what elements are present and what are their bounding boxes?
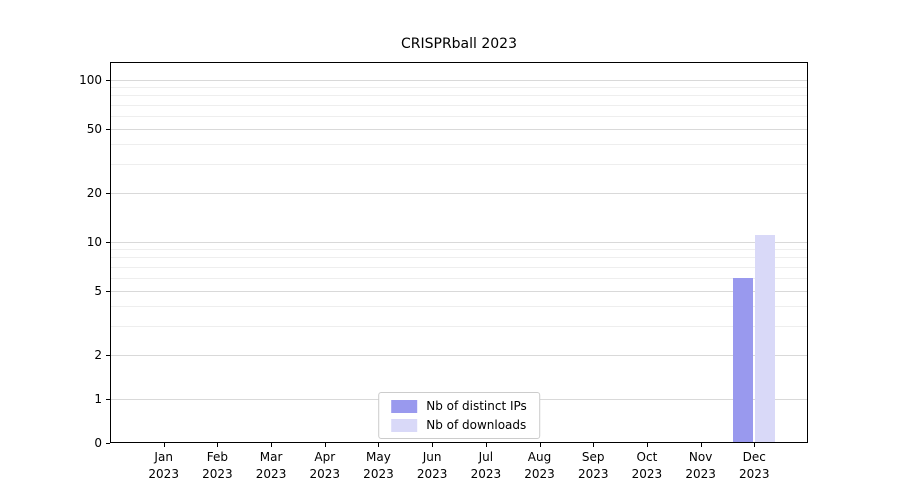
x-tick-month: Jul — [478, 450, 494, 464]
major-gridline — [111, 241, 807, 243]
bar-distinct-ips — [733, 277, 754, 443]
x-tick-month: Mar — [259, 450, 283, 464]
x-tick-mark — [646, 443, 648, 447]
x-tick-label: Nov 2023 — [685, 449, 716, 484]
x-tick-mark — [271, 443, 273, 447]
major-gridline — [111, 79, 807, 81]
major-gridline — [111, 193, 807, 194]
major-gridline — [111, 355, 807, 356]
minor-gridline — [111, 249, 807, 251]
y-tick-mark — [106, 79, 110, 81]
y-tick-label: 2 — [94, 348, 102, 362]
x-tick-month: Oct — [636, 450, 658, 464]
x-tick-label: Jan 2023 — [148, 449, 179, 484]
legend: Nb of distinct IPs Nb of downloads — [378, 392, 540, 439]
y-tick-label: 20 — [86, 186, 102, 200]
y-tick-mark — [106, 128, 110, 130]
x-tick-mark — [163, 443, 165, 447]
x-tick-year: 2023 — [255, 467, 287, 482]
y-tick-mark — [106, 443, 110, 444]
minor-gridline — [111, 266, 807, 268]
x-tick-label: Apr 2023 — [309, 449, 340, 484]
x-tick-month: Feb — [206, 450, 228, 464]
x-tick-year: 2023 — [309, 467, 341, 482]
x-tick-month: Sep — [581, 450, 605, 464]
x-tick-label: Jun 2023 — [417, 449, 448, 484]
minor-gridline — [111, 95, 807, 97]
bar-downloads — [755, 235, 776, 443]
minor-gridline — [111, 257, 807, 259]
x-tick-year: 2023 — [416, 467, 448, 482]
x-tick-year: 2023 — [202, 467, 233, 482]
legend-label: Nb of distinct IPs — [426, 399, 527, 413]
x-tick-mark — [754, 443, 756, 447]
x-tick-month: May — [366, 450, 391, 464]
minor-gridline — [111, 144, 807, 146]
x-tick-month: Dec — [742, 450, 766, 464]
minor-gridline — [111, 306, 807, 308]
x-tick-label: Dec 2023 — [739, 449, 770, 484]
x-tick-year: 2023 — [739, 467, 770, 482]
minor-gridline — [111, 164, 807, 166]
x-tick-mark — [217, 443, 219, 447]
x-tick-month: Jan — [154, 450, 173, 464]
x-tick-label: Oct 2023 — [632, 449, 663, 484]
legend-swatch — [391, 399, 418, 413]
x-tick-mark — [324, 443, 326, 447]
y-tick-label: 10 — [86, 234, 102, 249]
x-tick-label: Jul 2023 — [471, 449, 502, 484]
x-tick-year: 2023 — [470, 467, 502, 482]
y-tick-label: 100 — [79, 72, 102, 87]
y-tick-mark — [106, 193, 110, 194]
x-tick-year: 2023 — [685, 467, 716, 482]
x-tick-year: 2023 — [148, 467, 179, 482]
y-tick-mark — [106, 241, 110, 243]
x-tick-month: Apr — [314, 450, 336, 464]
minor-gridline — [111, 104, 807, 106]
y-tick-label: 0 — [94, 436, 102, 450]
x-tick-label: Sep 2023 — [578, 449, 609, 484]
x-tick-label: Aug 2023 — [524, 449, 555, 484]
x-tick-mark — [485, 443, 487, 447]
legend-entry: Nb of downloads — [391, 418, 527, 432]
legend-entry: Nb of distinct IPs — [391, 399, 527, 413]
x-tick-label: May 2023 — [363, 449, 394, 484]
x-tick-year: 2023 — [631, 467, 663, 482]
chart-title: CRISPRball 2023 — [400, 36, 517, 52]
x-tick-month: Aug — [527, 450, 552, 464]
x-tick-label: Mar 2023 — [256, 449, 287, 484]
x-tick-mark — [593, 443, 595, 447]
x-tick-month: Jun — [422, 450, 442, 464]
x-tick-year: 2023 — [524, 467, 555, 482]
minor-gridline — [111, 87, 807, 89]
major-gridline — [111, 290, 807, 292]
x-tick-year: 2023 — [363, 467, 394, 482]
y-tick-label: 5 — [94, 283, 102, 298]
plot-border — [110, 62, 808, 443]
y-tick-label: 50 — [86, 121, 102, 136]
minor-gridline — [111, 277, 807, 279]
major-gridline — [111, 128, 807, 130]
x-tick-mark — [700, 443, 702, 447]
x-tick-month: Nov — [688, 450, 713, 464]
x-tick-mark — [378, 443, 380, 447]
legend-label: Nb of downloads — [426, 418, 527, 432]
x-tick-label: Feb 2023 — [202, 449, 233, 484]
y-tick-mark — [106, 355, 110, 356]
legend-swatch — [391, 418, 418, 432]
y-tick-mark — [106, 399, 110, 400]
minor-gridline — [111, 115, 807, 117]
y-tick-label: 1 — [94, 392, 102, 406]
y-tick-mark — [106, 290, 110, 292]
x-tick-mark — [539, 443, 541, 447]
x-tick-year: 2023 — [577, 467, 609, 482]
x-tick-mark — [432, 443, 434, 447]
minor-gridline — [111, 326, 807, 328]
